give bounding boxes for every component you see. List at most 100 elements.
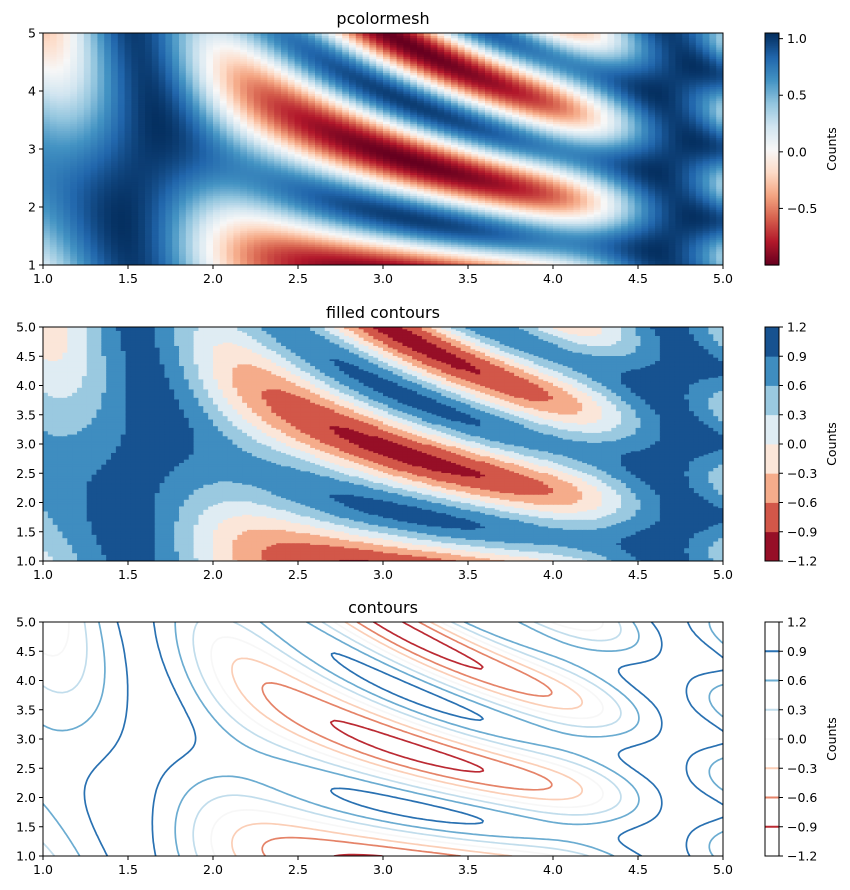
heatmap-cell	[593, 167, 602, 171]
heatmap-cell	[315, 183, 323, 187]
heatmap-cell	[471, 193, 479, 196]
heatmap-cell	[43, 172, 51, 176]
heatmap-cell	[355, 167, 364, 171]
heatmap-cell	[403, 179, 411, 183]
heatmap-cell	[124, 258, 132, 261]
heatmap-cell	[559, 246, 568, 250]
heatmap-cell	[253, 169, 262, 173]
heatmap-cell	[478, 251, 486, 254]
heatmap-cell	[403, 165, 411, 169]
heatmap-cell	[383, 200, 391, 203]
heatmap-cell	[349, 260, 357, 264]
heatmap-cell	[281, 190, 289, 194]
heatmap-cell	[423, 253, 432, 257]
heatmap-cell	[158, 241, 166, 245]
heatmap-cell	[179, 209, 187, 213]
heatmap-cell	[63, 207, 71, 210]
heatmap-cell	[240, 241, 248, 245]
heatmap-cell	[546, 197, 554, 201]
heatmap-cell	[655, 209, 663, 213]
heatmap-cell	[505, 207, 513, 210]
heatmap-cell	[83, 232, 92, 236]
heatmap-cell	[566, 172, 574, 176]
heatmap-cell	[179, 258, 187, 261]
heatmap-cell	[641, 213, 649, 217]
heatmap-cell	[505, 220, 513, 224]
heatmap-cell	[423, 246, 432, 250]
heatmap-cell	[600, 211, 608, 215]
heatmap-cell	[321, 193, 330, 196]
heatmap-cell	[546, 244, 554, 248]
heatmap-cell	[709, 227, 717, 231]
heatmap-cell	[281, 251, 289, 254]
heatmap-cell	[403, 248, 411, 252]
heatmap-cell	[111, 248, 119, 252]
heatmap-cell	[342, 258, 350, 261]
heatmap-cell	[627, 179, 636, 183]
heatmap-cell	[97, 248, 105, 252]
heatmap-cell	[49, 230, 58, 234]
heatmap-cell	[457, 181, 466, 185]
heatmap-cell	[355, 237, 364, 241]
heatmap-cell	[464, 248, 472, 252]
heatmap-cell	[165, 246, 173, 250]
heatmap-cell	[308, 200, 316, 203]
heatmap-cell	[519, 253, 527, 257]
heatmap-cell	[145, 174, 153, 178]
heatmap-cell	[498, 179, 506, 183]
heatmap-cell	[539, 251, 547, 254]
heatmap-cell	[321, 253, 330, 257]
heatmap-cell	[457, 251, 466, 254]
heatmap-cell	[444, 190, 452, 194]
heatmap-cell	[63, 244, 71, 248]
heatmap-cell	[355, 169, 364, 173]
heatmap-cell	[593, 251, 602, 254]
heatmap-cell	[682, 193, 690, 196]
heatmap-cell	[430, 239, 438, 243]
heatmap-cell	[49, 179, 58, 183]
heatmap-cell	[566, 258, 574, 261]
heatmap-cell	[614, 213, 622, 217]
heatmap-cell	[655, 176, 663, 180]
heatmap-cell	[83, 165, 92, 169]
heatmap-cell	[607, 167, 615, 171]
heatmap-cell	[634, 251, 642, 254]
heatmap-cell	[315, 258, 323, 261]
heatmap-cell	[206, 227, 214, 231]
heatmap-cell	[49, 262, 58, 265]
heatmap-cell	[335, 167, 343, 171]
heatmap-cell	[702, 246, 710, 250]
heatmap-cell	[376, 251, 384, 254]
heatmap-cell	[682, 220, 690, 224]
heatmap-cell	[219, 211, 228, 215]
heatmap-cell	[675, 225, 683, 229]
heatmap-cell	[648, 211, 656, 215]
heatmap-cell	[117, 167, 126, 171]
heatmap-cell	[410, 248, 418, 252]
heatmap-cell	[478, 223, 486, 227]
heatmap-cell	[355, 248, 364, 252]
heatmap-cell	[641, 223, 649, 227]
heatmap-cell	[83, 202, 92, 206]
heatmap-cell	[383, 216, 391, 220]
heatmap-cell	[287, 197, 296, 201]
heatmap-cell	[444, 197, 452, 201]
heatmap-cell	[226, 183, 234, 187]
heatmap-cell	[627, 195, 636, 199]
heatmap-cell	[634, 239, 642, 243]
heatmap-cell	[117, 193, 126, 196]
heatmap-cell	[648, 232, 656, 236]
heatmap-cell	[587, 169, 595, 173]
heatmap-cell	[444, 209, 452, 213]
heatmap-cell	[70, 179, 78, 183]
heatmap-cell	[83, 172, 92, 176]
heatmap-cell	[539, 211, 547, 215]
heatmap-cell	[63, 162, 71, 166]
heatmap-cell	[301, 207, 309, 210]
heatmap-cell	[648, 167, 656, 171]
heatmap-cell	[485, 227, 493, 231]
heatmap-cell	[56, 172, 64, 176]
heatmap-cell	[260, 204, 268, 208]
heatmap-cell	[90, 239, 98, 243]
heatmap-cell	[655, 239, 663, 243]
